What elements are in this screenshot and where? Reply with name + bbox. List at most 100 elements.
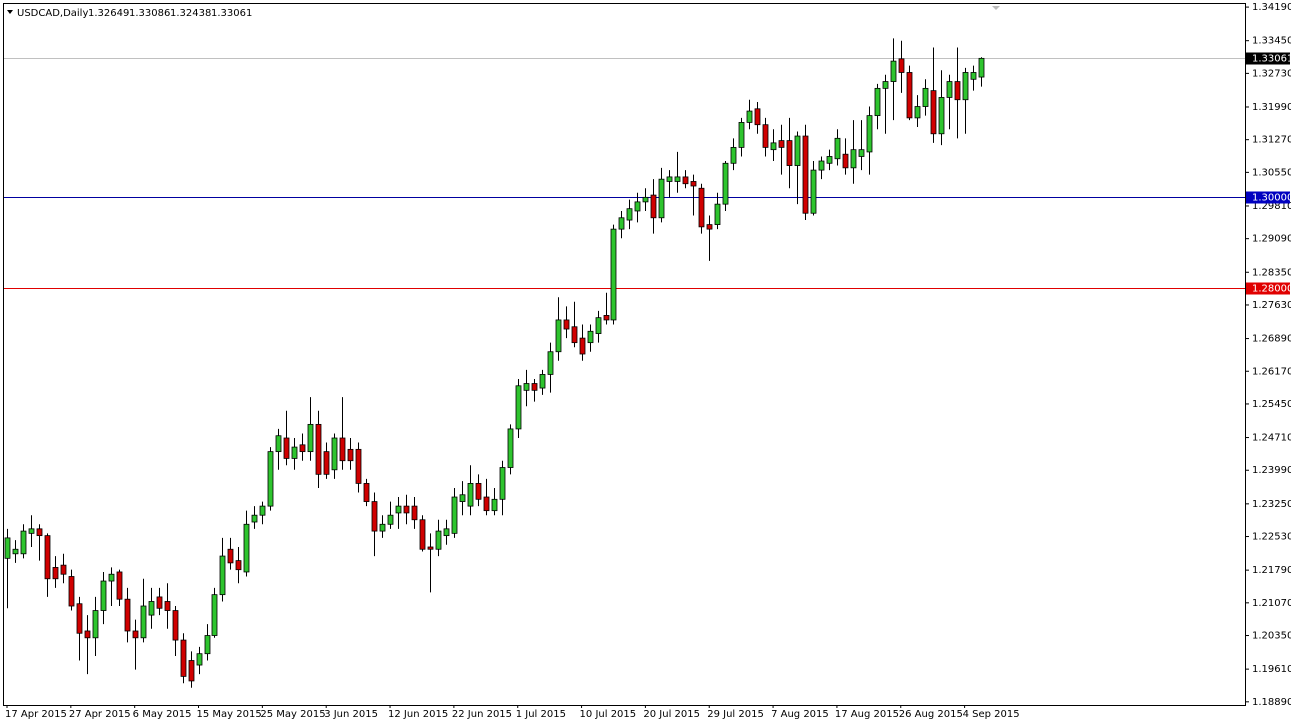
- candle-body: [850, 149, 857, 169]
- candle-body: [172, 610, 179, 641]
- y-tick-label: 1.30550: [1252, 167, 1291, 178]
- candle-body: [515, 385, 522, 430]
- y-tick-label: 1.23250: [1252, 499, 1291, 510]
- header-values: 1.32649 1.33086 1.32438 1.33061: [88, 8, 252, 19]
- candle-body: [746, 110, 753, 123]
- y-tick-label: 1.29090: [1252, 234, 1291, 245]
- candle-body: [778, 140, 785, 148]
- candle-body: [698, 187, 705, 228]
- price-label: 1.30000: [1252, 193, 1291, 204]
- candle-body: [938, 97, 945, 135]
- candle-body: [826, 156, 833, 164]
- candle-body: [507, 428, 514, 468]
- y-tick-label: 1.27630: [1252, 300, 1291, 311]
- candle-body: [690, 181, 697, 187]
- y-tick-label: 1.29810: [1252, 201, 1291, 212]
- x-tick-label: 27 Apr 2015: [69, 709, 131, 720]
- candle-body: [858, 149, 865, 157]
- candle-body: [92, 610, 99, 639]
- y-tick-label: 1.23990: [1252, 465, 1291, 476]
- candle-body: [435, 530, 442, 550]
- candle-body: [459, 494, 466, 502]
- candle-body: [339, 437, 346, 462]
- candle-body: [754, 108, 761, 126]
- y-tick-label: 1.28350: [1252, 267, 1291, 278]
- candle-body: [275, 435, 282, 453]
- candle-body: [68, 576, 75, 607]
- candle-body: [12, 548, 19, 555]
- y-tick-label: 1.32730: [1252, 68, 1291, 79]
- candle-body: [259, 505, 266, 516]
- candle-body: [762, 124, 769, 148]
- x-tick-label: 26 Aug 2015: [899, 709, 963, 720]
- x-tick-label: 17 Apr 2015: [5, 709, 67, 720]
- candle-body: [363, 483, 370, 502]
- candle-body: [188, 660, 195, 682]
- candle-body: [395, 505, 402, 514]
- candle-body: [539, 374, 546, 389]
- candle-body: [842, 153, 849, 169]
- candle-body: [124, 598, 131, 632]
- candle-body: [618, 217, 625, 230]
- candle-body: [786, 140, 793, 166]
- candle-body: [243, 523, 250, 573]
- candle-body: [371, 501, 378, 532]
- candle-body: [379, 523, 386, 532]
- candle-body: [906, 72, 913, 119]
- candle-body: [403, 505, 410, 514]
- price-label: 1.33061: [1252, 54, 1291, 65]
- x-tick-label: 15 May 2015: [197, 709, 262, 720]
- y-tick-label: 1.33450: [1252, 36, 1291, 47]
- candle-body: [4, 537, 11, 559]
- candle-body: [658, 178, 665, 219]
- candle-body: [603, 315, 610, 321]
- candle-body: [866, 115, 873, 153]
- price-label-box: [1246, 191, 1290, 204]
- candles-layer: [4, 38, 985, 688]
- chart-title: USDCAD,Daily: [17, 8, 88, 19]
- candle-body: [387, 514, 394, 525]
- candle-body: [411, 505, 418, 521]
- candle-body: [180, 639, 187, 677]
- candle-body: [283, 437, 290, 459]
- candle-body: [299, 444, 306, 453]
- candle-body: [76, 603, 83, 634]
- candle-body: [36, 528, 43, 537]
- x-tick-label: 6 May 2015: [133, 709, 192, 720]
- candle-body: [347, 448, 354, 462]
- candle-body: [674, 176, 681, 182]
- candle-body: [44, 535, 51, 580]
- candle-body: [419, 519, 426, 550]
- candle-body: [451, 496, 458, 534]
- candle-body: [962, 72, 969, 101]
- candle-body: [291, 446, 298, 459]
- candle-body: [563, 319, 570, 330]
- price-label-box: [1246, 52, 1290, 65]
- candle-body: [706, 224, 713, 230]
- price-label-box: [1246, 282, 1290, 295]
- candle-body: [52, 567, 59, 580]
- x-tick-label: 4 Sep 2015: [963, 709, 1020, 720]
- candle-body: [834, 137, 841, 160]
- candle-body: [443, 528, 450, 537]
- y-tick-label: 1.34190: [1252, 2, 1291, 13]
- candle-body: [898, 58, 905, 73]
- candle-body: [626, 208, 633, 221]
- y-tick-label: 1.21070: [1252, 598, 1291, 609]
- lines-layer: [4, 58, 1245, 289]
- candle-body: [132, 630, 139, 639]
- candle-body: [267, 451, 274, 507]
- candle-body: [467, 483, 474, 507]
- candle-body: [666, 176, 673, 182]
- candle-body: [650, 194, 657, 219]
- candle-body: [491, 498, 498, 512]
- y-tick-label: 1.26170: [1252, 366, 1291, 377]
- header-value: 1.33061: [211, 8, 252, 19]
- x-tick-label: 1 Jul 2015: [516, 709, 566, 720]
- y-tick-label: 1.22530: [1252, 532, 1291, 543]
- header-value: 1.33086: [129, 8, 170, 19]
- candle-body: [730, 146, 737, 164]
- menu-arrow: [7, 10, 13, 14]
- candle-body: [523, 383, 530, 391]
